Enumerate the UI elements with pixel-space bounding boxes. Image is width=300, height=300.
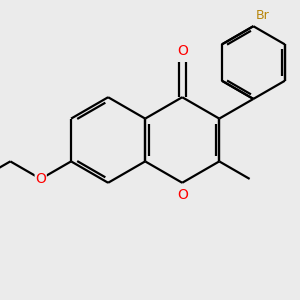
Text: O: O [35,172,46,186]
Text: O: O [177,44,188,58]
Text: Br: Br [256,9,270,22]
Text: O: O [177,188,188,202]
